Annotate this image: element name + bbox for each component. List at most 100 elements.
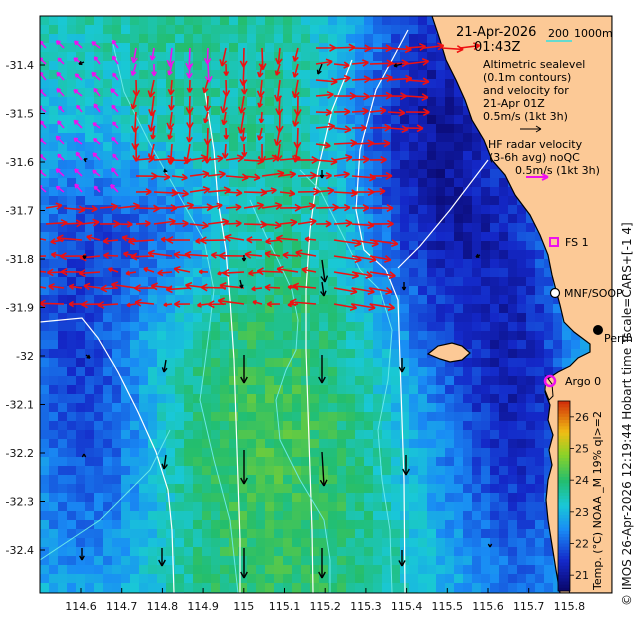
longitude-tick-label: 114.9 <box>187 600 219 613</box>
velocity-arrow <box>256 79 265 98</box>
velocity-arrow <box>423 42 445 51</box>
velocity-arrow <box>60 252 83 261</box>
velocity-arrow <box>315 186 335 195</box>
velocity-arrow <box>274 63 281 76</box>
velocity-arrow <box>351 59 369 67</box>
velocity-arrow <box>315 122 336 131</box>
velocity-arrow <box>40 169 47 177</box>
velocity-arrow <box>225 219 242 228</box>
velocity-arrow <box>315 220 332 228</box>
longitude-tick-label: 115.4 <box>391 600 423 613</box>
latitude-tick-label: -32.3 <box>6 496 34 509</box>
velocity-arrow <box>102 237 119 245</box>
velocity-arrow <box>333 74 351 83</box>
velocity-arrow <box>351 270 373 279</box>
velocity-arrow <box>93 185 101 193</box>
velocity-arrow <box>320 259 329 283</box>
velocity-arrow <box>398 550 406 567</box>
velocity-arrow <box>111 136 119 145</box>
longitude-tick-label: 115.2 <box>309 600 341 613</box>
longitude-tick-label: 114.6 <box>65 600 97 613</box>
velocity-arrow <box>207 170 226 179</box>
velocity-arrow <box>398 358 406 373</box>
velocity-arrow <box>222 268 245 277</box>
velocity-arrow <box>222 79 231 97</box>
velocity-arrow <box>265 237 281 245</box>
velocity-arrow <box>168 95 175 111</box>
velocity-arrow <box>166 236 191 245</box>
velocity-arrow <box>112 153 119 161</box>
velocity-arrow <box>351 124 367 132</box>
velocity-arrow <box>351 287 375 295</box>
velocity-arrow <box>291 79 300 99</box>
colorbar-tick-label: 21 <box>575 569 589 582</box>
velocity-arrow <box>292 282 317 291</box>
velocity-arrow <box>153 173 171 181</box>
station-mnf-soop[interactable]: MNF/SOOP <box>549 287 624 300</box>
velocity-arrow <box>110 88 119 97</box>
velocity-arrow <box>92 137 101 145</box>
station-fs1-label: FS 1 <box>565 236 589 249</box>
velocity-arrow <box>369 107 387 115</box>
velocity-arrow <box>186 79 193 93</box>
velocity-arrow <box>405 124 424 133</box>
station-fs1[interactable]: FS 1 <box>549 236 589 249</box>
velocity-arrow <box>333 61 350 69</box>
velocity-arrow <box>92 169 101 177</box>
station-mnf-soop-label: MNF/SOOP <box>564 287 623 300</box>
velocity-arrow <box>103 252 119 260</box>
station-perth[interactable]: Perth <box>593 325 633 345</box>
velocity-arrow <box>251 286 263 292</box>
colorbar-tick-label: 25 <box>575 443 589 456</box>
velocity-arrow <box>48 283 65 291</box>
colorbar-tick-label: 24 <box>575 474 589 487</box>
velocity-arrow <box>56 71 65 81</box>
velocity-arrow <box>279 154 301 163</box>
velocity-arrow <box>157 269 173 277</box>
rottnest-island <box>426 342 471 363</box>
velocity-arrow <box>203 127 212 146</box>
velocity-arrow <box>223 63 230 76</box>
velocity-arrow <box>117 220 133 228</box>
velocity-arrow <box>111 39 119 49</box>
velocity-arrow <box>75 151 83 161</box>
velocity-arrow <box>318 548 326 579</box>
velocity-arrow <box>239 279 244 289</box>
velocity-arrow <box>83 158 88 163</box>
hf-ref: 0.5m/s (1kt 3h) <box>515 164 600 177</box>
garden-island <box>544 374 554 401</box>
velocity-arrow <box>351 75 371 84</box>
velocity-arrow <box>297 217 317 226</box>
velocity-arrow <box>405 77 430 86</box>
velocity-arrow <box>369 287 393 295</box>
velocity-arrow <box>81 205 98 213</box>
velocity-arrow <box>167 127 173 140</box>
station-argo[interactable]: Argo 0 <box>543 374 601 388</box>
velocity-arrow <box>333 125 352 134</box>
velocity-arrow <box>132 79 141 97</box>
velocity-arrow <box>99 202 118 211</box>
velocity-arrow <box>369 239 399 248</box>
map-time: 01:43Z <box>474 40 520 55</box>
velocity-arrow <box>292 63 299 78</box>
velocity-arrow <box>261 202 283 210</box>
velocity-arrow <box>161 359 168 373</box>
velocity-arrow <box>60 267 83 276</box>
velocity-vectors <box>40 39 493 579</box>
velocity-arrow <box>225 203 242 211</box>
velocity-arrow <box>318 355 326 384</box>
velocity-arrow <box>369 219 394 228</box>
velocity-arrow <box>186 63 193 79</box>
hf-radar-legend: HF radar velocity (3-6h avg) noQC 0.5m/s… <box>488 138 600 181</box>
map-date: 21-Apr-2026 <box>456 25 536 40</box>
latitude-tick-label: -31.8 <box>6 253 34 266</box>
velocity-arrow <box>223 127 230 140</box>
velocity-arrow <box>91 71 101 81</box>
velocity-arrow <box>258 111 265 124</box>
depth-scale: 200 1000m <box>546 27 613 42</box>
velocity-arrow <box>151 63 158 77</box>
velocity-arrow <box>127 237 155 246</box>
velocity-arrow <box>147 111 156 132</box>
velocity-arrow <box>108 267 119 273</box>
velocity-arrow <box>369 171 393 180</box>
